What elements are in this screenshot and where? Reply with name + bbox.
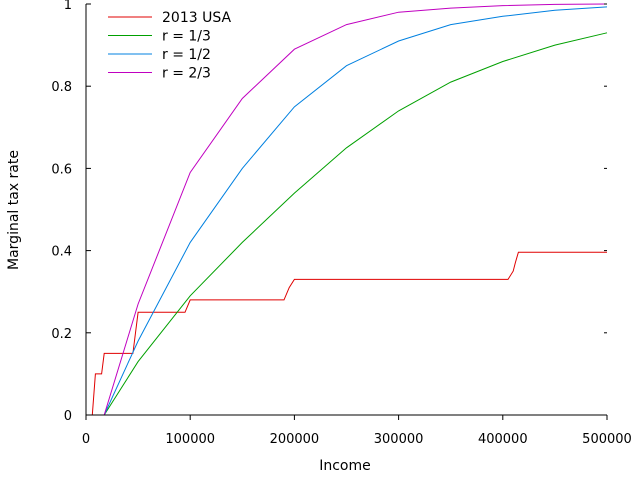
y-tick-label: 0.6 (51, 162, 72, 177)
x-tick-label: 0 (82, 432, 90, 447)
series-line-1 (86, 251, 607, 416)
series-line-2 (103, 32, 608, 416)
x-tick-label: 500000 (582, 432, 632, 447)
series-line-3 (103, 6, 608, 416)
x-axis-title: Income (319, 458, 371, 474)
x-tick-label: 300000 (374, 432, 424, 447)
axes: 0 100000 200000 300000 400000 500000 0 0.2 0.4 0.… (51, 0, 632, 447)
legend-label-3: r = 1/2 (162, 47, 211, 63)
x-tick-label: 200000 (270, 432, 320, 447)
y-tick-label: 0.8 (51, 80, 72, 95)
legend: 2013 USA r = 1/3 r = 1/2 r = 2/3 (108, 10, 231, 82)
y-tick-label: 0 (64, 409, 72, 424)
plot-area (86, 3, 608, 416)
y-tick-label: 0.2 (51, 327, 72, 342)
series-line-4 (103, 3, 608, 416)
x-tick-label: 100000 (165, 432, 215, 447)
y-tick-label: 0.4 (51, 245, 72, 260)
x-tick-label: 400000 (478, 432, 528, 447)
legend-label-1: 2013 USA (162, 10, 231, 26)
y-axis-title: Marginal tax rate (6, 150, 22, 270)
legend-label-4: r = 2/3 (162, 66, 211, 82)
legend-label-2: r = 1/3 (162, 29, 211, 45)
y-tick-label: 1 (64, 0, 72, 13)
